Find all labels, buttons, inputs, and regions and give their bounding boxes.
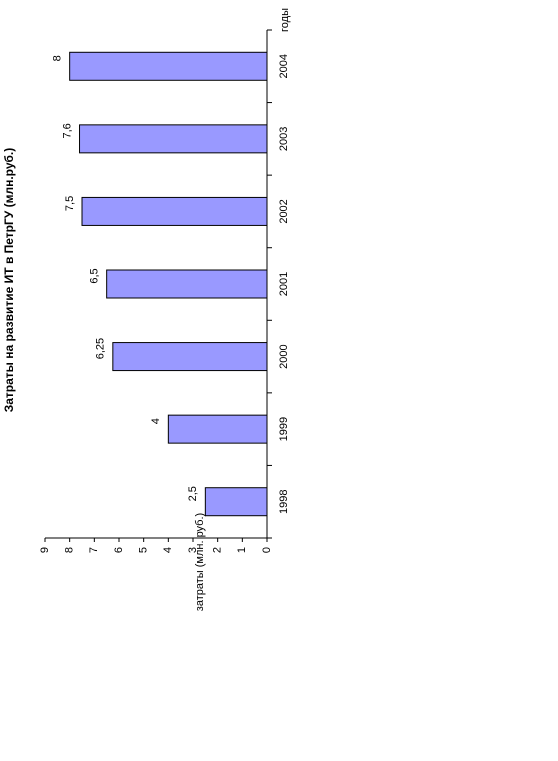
x-tick-label: 1999 [278, 417, 290, 441]
y-tick-label: 6 [113, 547, 125, 553]
x-tick-label: 2000 [278, 344, 290, 368]
data-label: 7,5 [64, 196, 76, 211]
bar [112, 342, 268, 372]
y-tick-label: 2 [212, 547, 224, 553]
y-tick-label: 0 [261, 547, 273, 553]
y-tick-label: 7 [88, 547, 100, 553]
x-tick-label: 2003 [278, 127, 290, 151]
data-label: 6,5 [89, 268, 101, 283]
chart-title: Затраты на развитие ИТ в ПетрГУ (млн.руб… [2, 148, 16, 413]
y-tick-label: 8 [64, 547, 76, 553]
x-tick-label: 2004 [278, 54, 290, 78]
y-axis-label: затраты (млн. руб.) [194, 513, 206, 611]
data-label: 6,25 [95, 338, 107, 359]
x-tick-label: 1998 [278, 489, 290, 513]
x-tick-label: 2001 [278, 272, 290, 296]
bar [106, 269, 268, 299]
bar [204, 487, 268, 517]
data-label: 4 [150, 418, 162, 424]
bar [81, 196, 268, 226]
y-tick-label: 5 [138, 547, 150, 553]
y-tick-label: 4 [162, 547, 174, 553]
y-tick-label: 3 [187, 547, 199, 553]
x-tick-label: 2002 [278, 199, 290, 223]
bar [69, 51, 268, 81]
bar [79, 124, 268, 154]
data-label: 7,6 [61, 123, 73, 138]
y-tick-label: 1 [236, 547, 248, 553]
y-tick-label: 9 [39, 547, 51, 553]
data-label: 2,5 [187, 486, 199, 501]
x-axis-label: годы [279, 8, 291, 32]
data-label: 8 [52, 55, 64, 61]
bar [167, 414, 268, 444]
